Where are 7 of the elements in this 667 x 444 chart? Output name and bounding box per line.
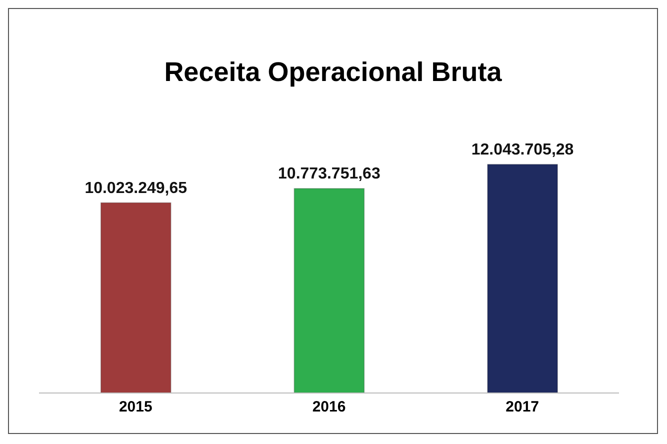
data-label: 12.043.705,28 [471,141,574,158]
data-label: 10.023.249,65 [84,180,188,197]
x-tick-label: 2016 [312,398,346,416]
chart-title: Receita Operacional Bruta [163,57,503,89]
data-label: 10.773.751,63 [278,166,380,183]
x-tick-label: 2015 [118,398,152,416]
x-tick-label: 2017 [506,398,540,416]
